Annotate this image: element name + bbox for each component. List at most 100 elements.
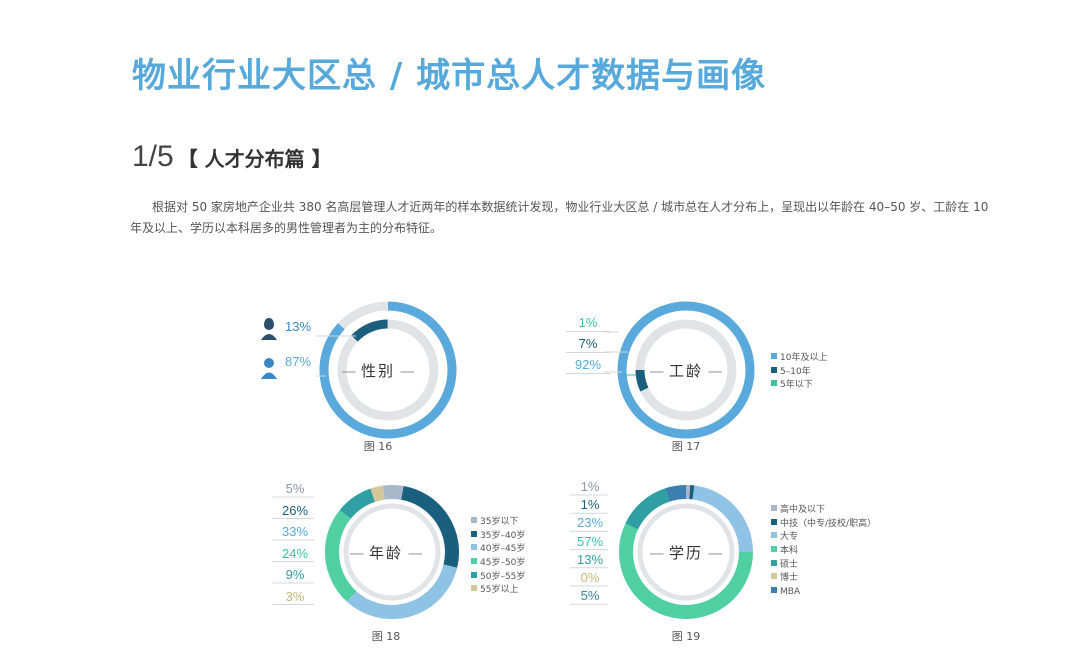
section-number: 1/5 xyxy=(132,140,174,173)
legend-swatch xyxy=(471,558,477,565)
value-label: 1% xyxy=(580,497,600,513)
legend-swatch xyxy=(771,380,777,387)
legend-swatch xyxy=(471,517,477,523)
legend-item: 55岁以上 xyxy=(471,584,525,598)
male-icon xyxy=(261,358,277,379)
age-arc-4 xyxy=(339,488,376,520)
center-label: — 工龄 — xyxy=(649,362,723,380)
chart-legend: 10年及以上 5–10年 5年以下 xyxy=(771,352,827,393)
legend-item: 10年及以上 xyxy=(771,352,827,366)
figure-caption: 图 19 xyxy=(671,630,701,643)
legend-item: 5–10年 xyxy=(771,366,827,380)
legend-label: 45岁–50岁 xyxy=(480,558,526,569)
legend-item: 5年以下 xyxy=(771,379,827,393)
legend-item: 35岁以下 xyxy=(471,516,525,530)
inner-ring-track xyxy=(637,503,735,601)
legend-item: 博士 xyxy=(771,572,876,586)
value-label: 23% xyxy=(576,515,604,531)
education-donut xyxy=(570,485,753,619)
age-arc-1 xyxy=(400,486,459,568)
legend-item: 50岁–55岁 xyxy=(471,571,525,585)
legend-label: 55岁以上 xyxy=(480,585,519,596)
legend-item: 35岁–40岁 xyxy=(471,530,525,544)
age-arc-0 xyxy=(382,485,404,500)
education-arc-3 xyxy=(619,523,753,619)
arc-5-10y xyxy=(635,369,649,392)
legend-swatch xyxy=(771,532,777,539)
legend-label: MBA xyxy=(780,587,801,598)
page-title: 物业行业大区总 / 城市总人才数据与画像 xyxy=(132,56,767,96)
legend-swatch xyxy=(771,505,777,511)
value-label: 3% xyxy=(285,588,305,604)
legend-swatch xyxy=(771,587,777,594)
chart-legend: 高中及以下中技（中专/技校/职高） 大专本科 硕士博士 MBA xyxy=(771,504,876,600)
value-label: 33% xyxy=(281,524,309,539)
legend-swatch xyxy=(771,559,777,566)
legend-label: 40岁–45岁 xyxy=(480,544,526,555)
legend-item: 45岁–50岁 xyxy=(471,557,525,571)
legend-label: 硕士 xyxy=(780,559,799,570)
legend-item: 本科 xyxy=(771,545,876,559)
intro-paragraph: 根据对 50 家房地产企业共 380 名高层管理人才近两年的样本数据统计发现，物… xyxy=(130,200,989,235)
legend-label: 50岁–55岁 xyxy=(480,571,526,582)
legend-swatch xyxy=(771,366,777,373)
value-label: 26% xyxy=(281,502,309,518)
legend-swatch xyxy=(771,353,777,359)
legend-label: 高中及以下 xyxy=(780,505,826,515)
chart-legend: 35岁以下 35岁–40岁 40岁–45岁 45岁–50岁 50岁–55岁 55岁以上 xyxy=(471,516,525,598)
figure-caption: 图 18 xyxy=(371,630,401,643)
legend-swatch xyxy=(471,571,477,578)
section-heading: 1/5 【 人才分布篇 】 xyxy=(132,140,332,174)
center-label: — 性别 — xyxy=(341,362,415,380)
education-chart: — 学历 — 图 19 1% 1% 23% 57% 13% 0% 5% 高中及以下中技（中专/… xyxy=(566,476,876,656)
legend-label: 35岁以下 xyxy=(480,517,519,527)
legend-swatch xyxy=(471,530,477,537)
inner-ring-track xyxy=(343,503,441,601)
legend-label: 博士 xyxy=(780,573,799,584)
section-title: 【 人才分布篇 】 xyxy=(177,147,332,171)
value-label: 9% xyxy=(285,567,305,582)
center-label: — 年龄 — xyxy=(349,544,423,562)
legend-swatch xyxy=(771,518,777,525)
legend-label: 5年以下 xyxy=(780,380,813,391)
gender-donut xyxy=(261,301,457,439)
value-label: 1% xyxy=(580,479,600,494)
value-label: 0% xyxy=(580,570,600,585)
education-arc-2 xyxy=(692,485,753,553)
legend-label: 大专 xyxy=(780,532,799,543)
center-label: — 学历 — xyxy=(649,544,723,562)
age-arc-2 xyxy=(346,564,458,619)
value-label: 13% xyxy=(576,551,604,567)
legend-item: 高中及以下 xyxy=(771,504,876,518)
gender-chart: — 性别 — 图 16 13% 87% xyxy=(258,298,498,478)
legend-item: 大专 xyxy=(771,531,876,545)
legend-item: MBA xyxy=(771,586,876,600)
education-arc-6 xyxy=(665,485,687,502)
legend-swatch xyxy=(771,573,777,580)
value-label: 5% xyxy=(580,588,600,604)
value-label: 5% xyxy=(285,481,305,496)
education-arc-4 xyxy=(625,488,670,530)
value-label: 92% xyxy=(566,357,610,374)
age-arc-5 xyxy=(370,485,385,502)
figure-caption: 图 16 xyxy=(363,440,393,453)
tenure-chart: — 工龄 — 图 17 1% 7% 92% 10年及以上 5–10年 5年以下 xyxy=(566,298,827,478)
female-arc xyxy=(351,319,388,342)
female-icon xyxy=(261,318,277,340)
legend-item: 硕士 xyxy=(771,559,876,573)
age-chart: — 年龄 — 图 18 5% 26% 33% 24% 9% 3% 35岁以下 35岁–40岁 4… xyxy=(266,476,525,656)
inner-ring-track xyxy=(337,319,439,421)
value-label: 1% xyxy=(566,315,610,332)
value-label: 57% xyxy=(576,533,604,549)
legend-swatch xyxy=(471,585,477,592)
value-label: 7% xyxy=(566,336,610,353)
legend-swatch xyxy=(471,544,477,551)
legend-label: 10年及以上 xyxy=(780,353,828,363)
value-label: 13% xyxy=(284,319,312,334)
legend-swatch xyxy=(771,546,777,553)
legend-label: 35岁–40岁 xyxy=(480,530,526,541)
legend-label: 中技（中专/技校/职高） xyxy=(780,518,877,529)
age-arc-3 xyxy=(325,510,357,602)
legend-label: 5–10年 xyxy=(780,366,811,377)
arc-10y-plus xyxy=(617,301,755,439)
